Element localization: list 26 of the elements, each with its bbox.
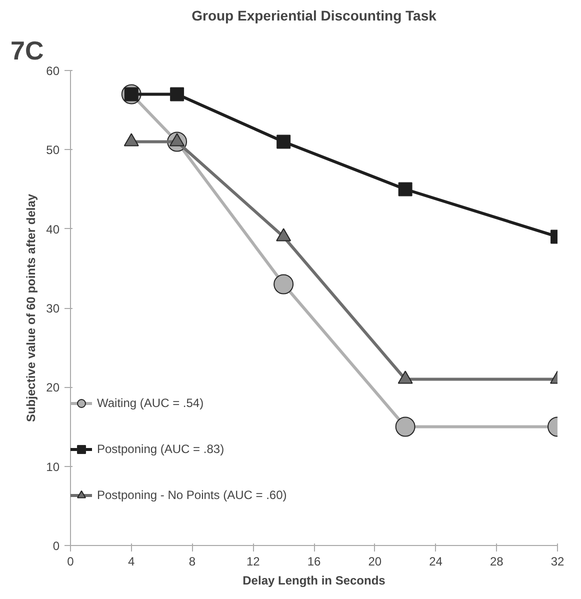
x-tick-label: 16 xyxy=(307,554,321,568)
chart-title: Group Experiential Discounting Task xyxy=(192,8,437,24)
x-tick-label: 28 xyxy=(490,554,504,568)
x-tick-label: 20 xyxy=(368,554,382,568)
y-tick-label: 10 xyxy=(46,460,60,474)
x-tick-label: 32 xyxy=(550,554,564,568)
y-tick-label: 0 xyxy=(52,539,60,553)
y-tick-label: 20 xyxy=(46,380,60,395)
x-tick-label: 12 xyxy=(246,554,260,568)
y-tick-label: 60 xyxy=(46,64,60,78)
point xyxy=(276,134,291,149)
legend-label: Postponing - No Points (AUC = .60) xyxy=(97,488,287,502)
legend-label: Waiting (AUC = .54) xyxy=(97,396,204,410)
point xyxy=(170,87,184,102)
legend-label: Postponing (AUC = .83) xyxy=(97,442,224,456)
point xyxy=(274,274,294,294)
x-tick-label: 8 xyxy=(188,554,196,568)
x-tick-label: 0 xyxy=(67,554,74,568)
text: 7C xyxy=(10,36,44,66)
y-axis-title: Subjective value of 60 points after delay xyxy=(24,194,38,422)
x-axis-title: Delay Length in Seconds xyxy=(242,574,386,588)
y-tick-label: 40 xyxy=(46,222,60,236)
x-tick-label: 4 xyxy=(128,554,136,568)
y-tick-label: 30 xyxy=(46,302,60,316)
y-tick-label: 50 xyxy=(46,143,60,158)
x-tick-label: 24 xyxy=(429,554,443,568)
